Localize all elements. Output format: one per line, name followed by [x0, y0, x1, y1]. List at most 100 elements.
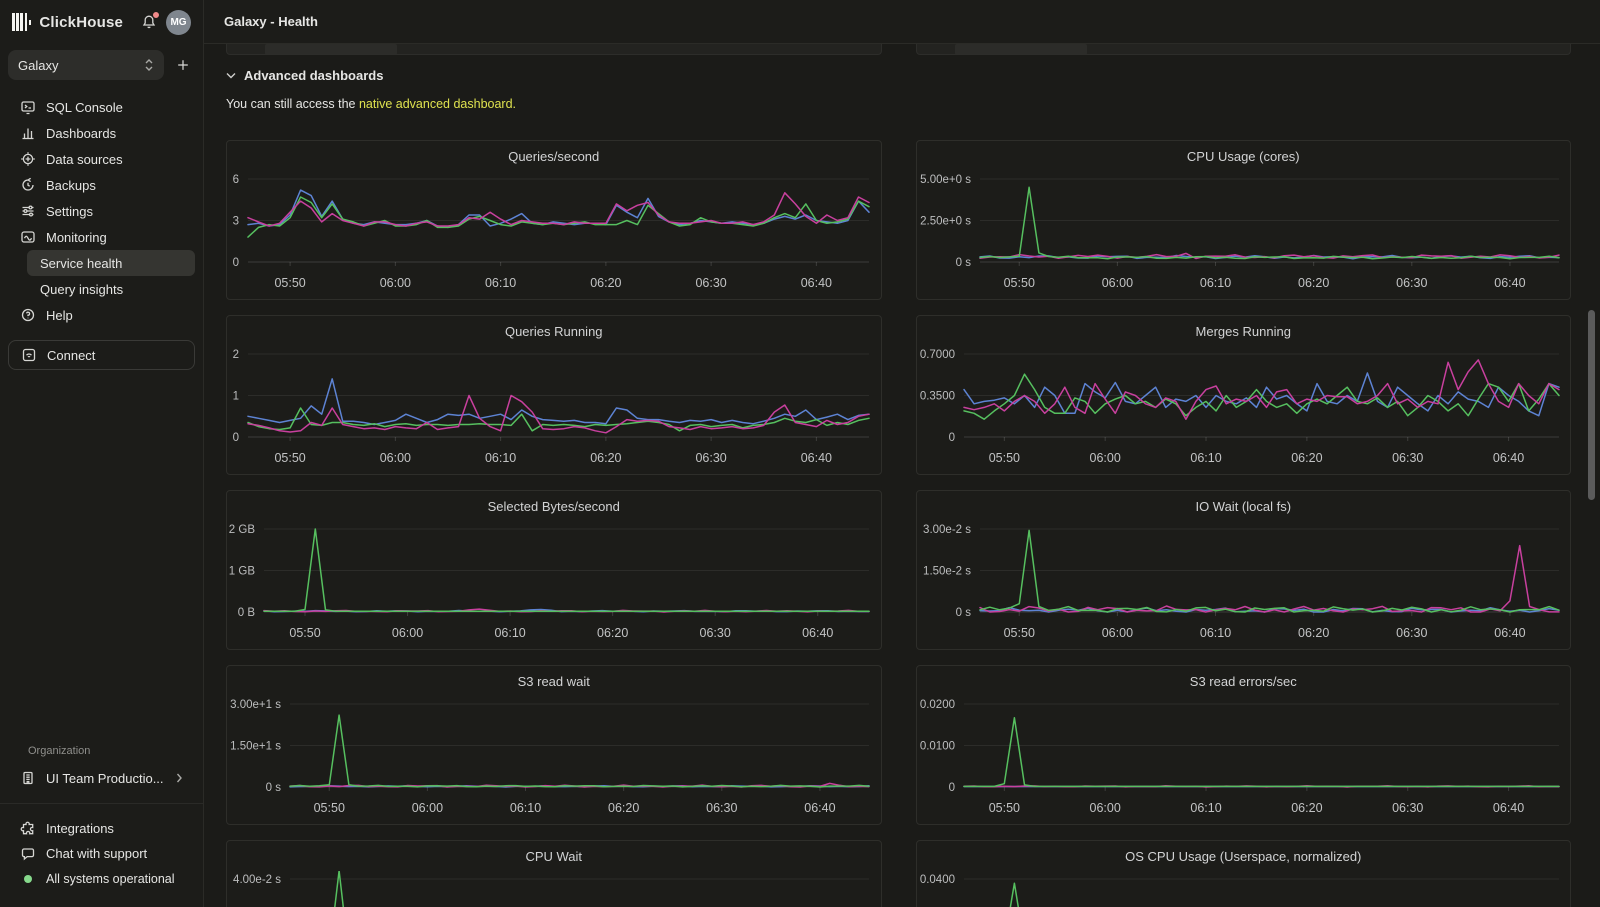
notifications-bell-icon[interactable] — [140, 11, 160, 31]
chart-panel[interactable]: Queries/second 0 3 6 05:50 06:00 06:10 06:20 06… — [226, 140, 882, 300]
chart-canvas[interactable]: 0 1 2 05:50 06:00 06:10 06:20 06:30 06:40 — [227, 346, 881, 475]
chart-plot[interactable]: 0 s 2.50e+0 s 5.00e+0 s 05:50 06:00 06:10 06:2… — [917, 171, 1571, 300]
sidebar-item-monitoring[interactable]: Monitoring — [8, 224, 195, 250]
sidebar-item-data-sources[interactable]: Data sources — [8, 146, 195, 172]
sidebar-item-chat-support[interactable]: Chat with support — [8, 841, 195, 866]
svg-text:06:00: 06:00 — [1089, 451, 1120, 465]
svg-text:0: 0 — [233, 432, 239, 444]
chart-panel[interactable]: Merges Running 0 0.3500 0.7000 05:50 06:00 06… — [915, 315, 1571, 475]
svg-text:05:50: 05:50 — [1003, 626, 1034, 640]
page-title: Galaxy - Health — [224, 14, 318, 29]
sidebar-item-backups[interactable]: Backups — [8, 172, 195, 198]
chart-canvas[interactable]: 0 B 1 GB 2 GB 05:50 06:00 06:10 06:20 06:30 06:4… — [227, 521, 881, 650]
svg-text:0.0400: 0.0400 — [919, 874, 954, 886]
chart-canvas[interactable]: 0 3 6 05:50 06:00 06:10 06:20 06:30 06:40 — [227, 171, 881, 300]
connect-button[interactable]: Connect — [8, 340, 195, 370]
data-sources-icon — [20, 151, 36, 167]
brand-row: ClickHouse MG — [0, 0, 203, 44]
chart-plot[interactable]: 0 B 1 GB 2 GB 05:50 06:00 06:10 06:20 06:30 06:4… — [227, 521, 881, 650]
chart-canvas[interactable]: 0 s 1.50e+1 s 3.00e+1 s 05:50 06:00 06:10 06:2… — [227, 696, 881, 825]
chart-title: IO Wait (local fs) — [1195, 498, 1292, 514]
chart-canvas[interactable]: 0 s 2.50e+0 s 5.00e+0 s 05:50 06:00 06:10 06:2… — [917, 171, 1571, 300]
system-status[interactable]: All systems operational — [8, 866, 195, 891]
chart-line-green — [978, 529, 1560, 613]
svg-text:06:00: 06:00 — [1101, 626, 1132, 640]
svg-text:1: 1 — [233, 391, 239, 403]
sidebar-item-label: Data sources — [46, 151, 123, 167]
sidebar-item-service-health[interactable]: Service health — [27, 250, 195, 276]
advanced-dashboards-toggle[interactable]: Advanced dashboards — [226, 65, 1600, 85]
connect-label: Connect — [47, 347, 96, 363]
chart-canvas[interactable]: 0 0.0100 0.0200 05:50 06:00 06:10 06:20 06:30 06… — [917, 696, 1571, 825]
svg-text:06:10: 06:10 — [1190, 451, 1221, 465]
chart-panel[interactable]: CPU Wait 0 s2.00e-2 s4.00e-2 s05:5006:00… — [226, 840, 882, 907]
chart-canvas[interactable]: 0 0.3500 0.7000 05:50 06:00 06:10 06:20 06:30 06… — [917, 346, 1571, 475]
svg-text:06:20: 06:20 — [1298, 276, 1329, 290]
svg-text:0.7000: 0.7000 — [919, 349, 954, 361]
svg-text:2.50e+0 s: 2.50e+0 s — [920, 216, 971, 228]
chart-line-green — [1009, 882, 1019, 907]
sidebar-item-query-insights[interactable]: Query insights — [27, 276, 195, 302]
svg-text:0.0200: 0.0200 — [919, 699, 954, 711]
chart-panel[interactable]: IO Wait (local fs) 0 s 1.50e-2 s 3.00e-2 s… — [915, 490, 1571, 650]
chart-panel[interactable]: Queries Running 0 1 2 05:50 06:00 06:10 06:20 0… — [226, 315, 882, 475]
svg-text:06:00: 06:00 — [412, 801, 443, 815]
chart-plot[interactable]: 0 1 2 05:50 06:00 06:10 06:20 06:30 06:40 — [227, 346, 881, 475]
svg-text:2: 2 — [233, 349, 239, 361]
brand-name: ClickHouse — [39, 13, 124, 31]
svg-text:06:20: 06:20 — [608, 801, 639, 815]
dashboards-icon — [20, 125, 36, 141]
chart-line-magenta — [978, 544, 1560, 613]
sidebar-item-help[interactable]: Help — [8, 302, 195, 328]
chart-plot[interactable]: 00.02000.040005:5006:0006:1006:2006:3006… — [917, 871, 1571, 907]
svg-text:3.00e+1 s: 3.00e+1 s — [230, 699, 281, 711]
settings-sliders-icon — [20, 203, 36, 219]
vertical-scrollbar[interactable] — [1588, 310, 1595, 500]
service-selector[interactable]: Galaxy — [8, 50, 164, 80]
svg-text:0: 0 — [948, 782, 954, 794]
chart-panel[interactable]: S3 read errors/sec 0 0.0100 0.0200 05:50 06:… — [915, 665, 1571, 825]
sidebar-item-sql-console[interactable]: SQL Console — [8, 94, 195, 120]
chart-plot[interactable]: 0 s2.00e-2 s4.00e-2 s05:5006:0006:1006:2… — [227, 871, 881, 907]
sidebar-item-integrations[interactable]: Integrations — [8, 816, 195, 841]
chart-plot[interactable]: 0 s 1.50e-2 s 3.00e-2 s 05:50 06:00 06:10 06:2… — [917, 521, 1571, 650]
sidebar-item-label: Chat with support — [46, 846, 148, 861]
svg-text:5.00e+0 s: 5.00e+0 s — [920, 174, 971, 186]
main-area: Galaxy - Health Advanced dashboards You … — [204, 0, 1600, 907]
sidebar-item-label: SQL Console — [46, 99, 123, 115]
chart-line-blue — [962, 372, 1560, 417]
organization-label: Organization — [28, 745, 91, 757]
chart-plot[interactable]: 0 0.3500 0.7000 05:50 06:00 06:10 06:20 06:30 06… — [917, 346, 1571, 475]
organization-switcher[interactable]: UI Team Productio... — [8, 765, 195, 791]
add-service-button[interactable] — [172, 53, 195, 77]
svg-text:06:10: 06:10 — [485, 451, 516, 465]
chart-canvas[interactable]: 0 s 1.50e-2 s 3.00e-2 s 05:50 06:00 06:10 06:2… — [917, 521, 1571, 650]
chart-plot[interactable]: 0 3 6 05:50 06:00 06:10 06:20 06:30 06:40 — [227, 171, 881, 300]
chart-panel[interactable]: OS CPU Usage (Userspace, normalized) 00.… — [915, 840, 1571, 907]
avatar[interactable]: MG — [166, 9, 191, 35]
chart-line-blue — [247, 378, 870, 426]
svg-text:0 B: 0 B — [238, 607, 256, 619]
svg-text:0: 0 — [948, 432, 954, 444]
chart-panel[interactable]: S3 read wait 0 s 1.50e+1 s 3.00e+1 s 05:50 0… — [226, 665, 882, 825]
svg-text:06:30: 06:30 — [700, 626, 731, 640]
sidebar-item-settings[interactable]: Settings — [8, 198, 195, 224]
chart-line-magenta — [962, 359, 1560, 420]
chart-panel[interactable]: Selected Bytes/second 0 B 1 GB 2 GB 05:50 06… — [226, 490, 882, 650]
svg-text:1 GB: 1 GB — [229, 566, 256, 578]
native-advanced-dashboard-link[interactable]: native advanced dashboard. — [358, 97, 517, 111]
sidebar-item-label: Integrations — [46, 821, 114, 836]
svg-text:06:30: 06:30 — [706, 801, 737, 815]
sidebar-item-dashboards[interactable]: Dashboards — [8, 120, 195, 146]
chart-canvas[interactable]: 0 s2.00e-2 s4.00e-2 s05:5006:0006:1006:2… — [227, 871, 881, 907]
chart-plot[interactable]: 0 s 1.50e+1 s 3.00e+1 s 05:50 06:00 06:10 06:2… — [227, 696, 881, 825]
svg-text:06:10: 06:10 — [494, 626, 525, 640]
svg-text:06:00: 06:00 — [392, 626, 423, 640]
chart-plot[interactable]: 0 0.0100 0.0200 05:50 06:00 06:10 06:20 06:30 06… — [917, 696, 1571, 825]
chart-title: Selected Bytes/second — [487, 498, 620, 514]
chart-title: S3 read errors/sec — [1189, 673, 1297, 689]
svg-text:05:50: 05:50 — [274, 276, 305, 290]
monitoring-icon — [20, 229, 36, 245]
chart-canvas[interactable]: 00.02000.040005:5006:0006:1006:2006:3006… — [917, 871, 1571, 907]
